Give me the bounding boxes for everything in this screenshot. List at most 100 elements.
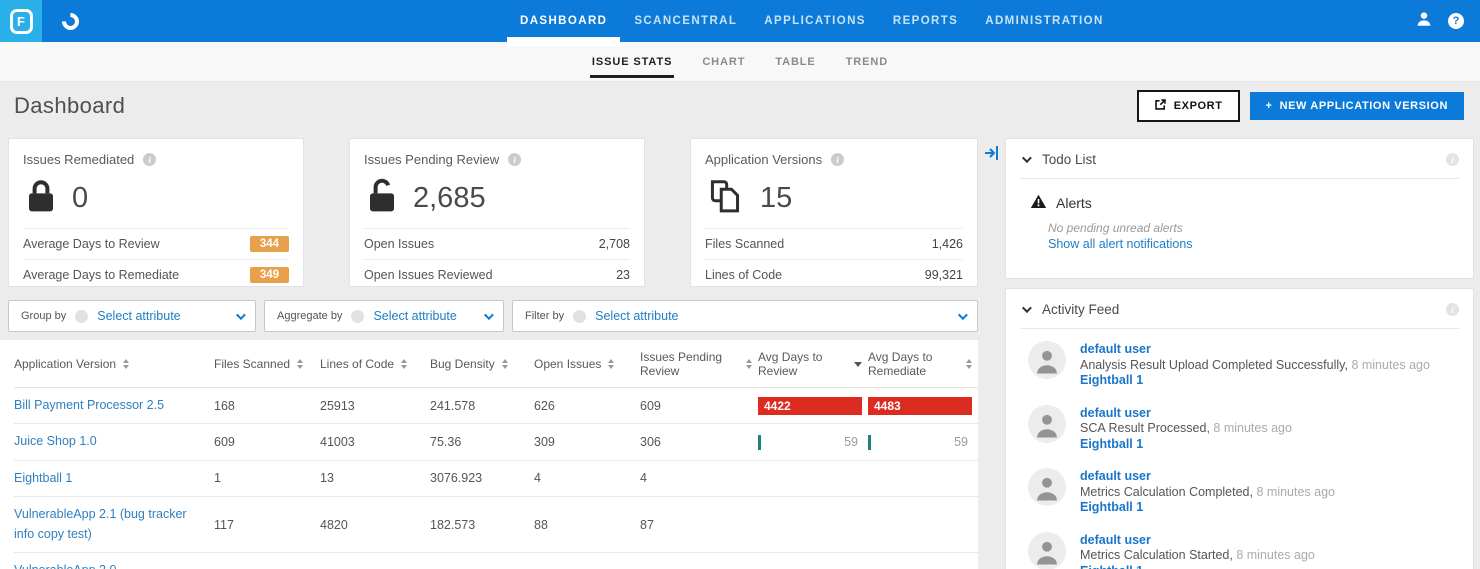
info-icon[interactable]: i <box>1446 303 1459 316</box>
col-header-issues-pending-review[interactable]: Issues Pending Review <box>640 340 758 388</box>
collapse-panel-icon[interactable] <box>984 144 999 167</box>
user-avatar <box>1028 404 1066 453</box>
nav-item-scancentral[interactable]: SCANCENTRAL <box>634 15 738 27</box>
col-header-avg-days-to-remediate[interactable]: Avg Days to Remediate <box>868 340 978 388</box>
info-icon[interactable]: i <box>1446 153 1459 166</box>
activity-feed-card: Activity Feed i default user Analysis Re… <box>1005 288 1474 569</box>
table-row: Juice Shop 1.0 609 41003 75.36 309 306 5… <box>14 423 978 461</box>
application-version-link[interactable]: Juice Shop 1.0 <box>14 434 97 449</box>
copies-icon <box>707 177 745 220</box>
sort-icon <box>297 359 304 369</box>
sort-icon <box>608 359 615 369</box>
attribute-dot-icon <box>351 309 365 323</box>
user-icon[interactable] <box>1415 10 1433 33</box>
main-menu: DASHBOARD SCANCENTRAL APPLICATIONS REPOR… <box>507 0 1104 46</box>
activity-entry: default user Metrics Calculation Complet… <box>1028 468 1459 516</box>
issues-pending-value: 2,685 <box>413 181 486 214</box>
info-icon[interactable]: i <box>143 153 157 166</box>
aggregate-by-dropdown[interactable]: Aggregate by Select attribute <box>264 300 504 332</box>
page-title: Dashboard <box>14 93 126 118</box>
avg-days-review-bar: 4422 <box>758 396 862 415</box>
chevron-down-icon <box>483 309 494 320</box>
sort-desc-icon <box>854 361 862 367</box>
info-icon[interactable]: i <box>508 153 522 166</box>
col-header-bug-density[interactable]: Bug Density <box>430 340 534 388</box>
application-versions-value: 15 <box>760 181 793 214</box>
application-version-link[interactable]: VulnerableApp 2.0 (copy_current_state_te… <box>14 563 156 569</box>
navbar-right: ? <box>1415 10 1480 33</box>
filter-bar: Group by Select attribute Aggregate by S… <box>8 300 978 332</box>
page-header: Dashboard EXPORT + NEW APPLICATION VERSI… <box>0 82 1480 130</box>
show-all-alerts-link[interactable]: Show all alert notifications <box>1048 237 1193 251</box>
col-header-open-issues[interactable]: Open Issues <box>534 340 640 388</box>
issues-remediated-value: 0 <box>72 181 89 214</box>
collapse-chevron-icon[interactable] <box>1021 303 1032 314</box>
fortify-logo[interactable]: F <box>0 0 42 42</box>
alerts-title: Alerts <box>1056 195 1092 211</box>
col-header-lines-of-code[interactable]: Lines of Code <box>320 340 430 388</box>
col-header-avg-days-to-review[interactable]: Avg Days to Review <box>758 340 868 388</box>
feed-user-link[interactable]: default user <box>1080 405 1151 420</box>
fortify-logo-letter: F <box>9 8 33 34</box>
export-icon <box>1154 98 1167 114</box>
tab-issue-stats[interactable]: ISSUE STATS <box>589 56 675 78</box>
feed-user-link[interactable]: default user <box>1080 342 1151 356</box>
todo-list-title: Todo List <box>1042 152 1097 167</box>
application-version-link[interactable]: Eightball 1 <box>14 470 73 485</box>
application-version-link[interactable]: VulnerableApp 2.1 (bug tracker info copy… <box>14 507 187 541</box>
user-avatar <box>1028 468 1066 516</box>
feed-user-link[interactable]: default user <box>1080 469 1151 483</box>
feed-target-link[interactable]: Eightball 1 <box>1080 564 1315 569</box>
table-row: VulnerableApp 2.0 (copy_current_state_te… <box>14 552 978 569</box>
feed-target-link[interactable]: Eightball 1 <box>1080 500 1144 514</box>
feed-target-link[interactable]: Eightball 1 <box>1080 436 1144 451</box>
tab-table[interactable]: TABLE <box>775 55 816 68</box>
nav-item-reports[interactable]: REPORTS <box>892 15 959 27</box>
export-button[interactable]: EXPORT <box>1136 90 1240 122</box>
feed-target-link[interactable]: Eightball 1 <box>1080 373 1144 387</box>
chevron-down-icon <box>957 309 968 320</box>
card-issues-pending-review: Issues Pending Review i 2,685 Open Issues… <box>349 138 645 287</box>
activity-feed-list: default user Analysis Result Upload Comp… <box>1006 329 1473 569</box>
nav-item-administration[interactable]: ADMINISTRATION <box>985 15 1104 27</box>
activity-entry: default user Analysis Result Upload Comp… <box>1028 341 1459 389</box>
plus-icon: + <box>1265 100 1273 112</box>
right-panel: Todo List i Alerts No pending unread ale… <box>1005 138 1474 569</box>
active-nav-indicator <box>507 37 621 46</box>
tab-chart[interactable]: CHART <box>702 55 746 68</box>
divider <box>1020 328 1459 329</box>
avg-days-remediate-bar: 59 <box>868 434 972 450</box>
application-versions-table: Application Version Files Scanned Lines … <box>0 340 978 569</box>
nav-item-dashboard[interactable]: DASHBOARD <box>507 0 621 46</box>
nav-item-applications[interactable]: APPLICATIONS <box>764 15 866 27</box>
help-icon[interactable]: ? <box>1448 13 1464 29</box>
activity-feed-title: Activity Feed <box>1042 302 1120 317</box>
avg-days-badge: 349 <box>249 267 289 283</box>
lock-closed-icon <box>25 178 57 219</box>
avg-days-badge: 344 <box>249 236 289 252</box>
tab-trend[interactable]: TREND <box>845 55 889 68</box>
table-row: Bill Payment Processor 2.5 168 25913 241… <box>14 387 978 425</box>
card-application-versions: Application Versions i 15 Files Scanned 1,… <box>690 138 978 287</box>
col-header-application-version[interactable]: Application Version <box>14 340 214 388</box>
info-icon[interactable]: i <box>831 153 845 166</box>
lock-open-icon <box>366 178 398 219</box>
feed-user-link[interactable]: default user <box>1080 532 1151 547</box>
stat-cards: Issues Remediated i 0 Average Days to Rev… <box>8 138 978 287</box>
header-actions: EXPORT + NEW APPLICATION VERSION <box>1136 90 1464 122</box>
chevron-down-icon <box>235 309 246 320</box>
new-application-version-button[interactable]: + NEW APPLICATION VERSION <box>1249 92 1464 120</box>
card-issues-remediated: Issues Remediated i 0 Average Days to Rev… <box>8 138 304 287</box>
application-version-link[interactable]: Bill Payment Processor 2.5 <box>14 398 165 412</box>
activity-entry: default user Metrics Calculation Started… <box>1028 531 1459 569</box>
refresh-icon[interactable] <box>58 8 83 34</box>
group-by-dropdown[interactable]: Group by Select attribute <box>8 300 256 332</box>
sort-icon <box>123 359 130 369</box>
col-header-files-scanned[interactable]: Files Scanned <box>214 340 320 388</box>
sort-icon <box>401 359 408 369</box>
table-row: VulnerableApp 2.1 (bug tracker info copy… <box>14 496 978 553</box>
avg-days-remediate-bar: 4483 <box>868 396 972 415</box>
filter-by-dropdown[interactable]: Filter by Select attribute <box>512 300 978 332</box>
collapse-chevron-icon[interactable] <box>1021 153 1032 164</box>
